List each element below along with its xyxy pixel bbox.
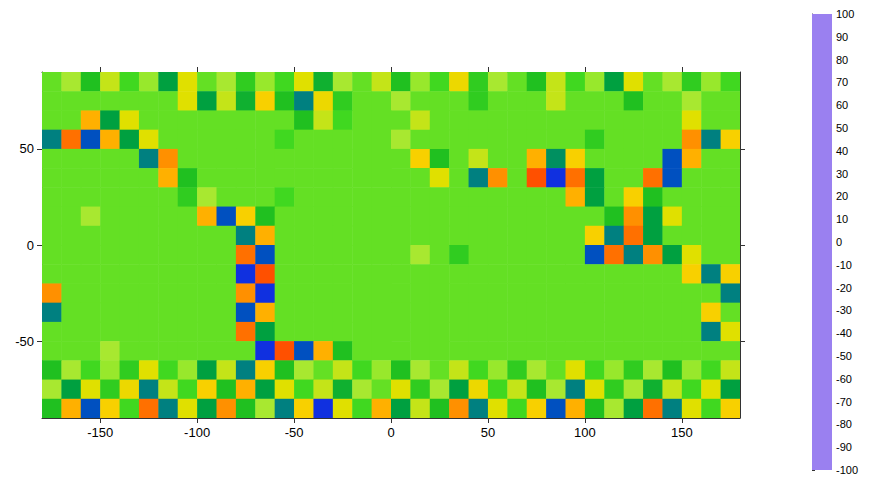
svg-text:50: 50 [20,141,34,156]
svg-text:0: 0 [836,236,842,248]
svg-text:-60: -60 [836,373,852,385]
svg-text:-100: -100 [184,425,210,440]
svg-text:-50: -50 [15,334,34,349]
svg-text:-30: -30 [836,304,852,316]
svg-text:30: 30 [836,168,848,180]
svg-text:-70: -70 [836,396,852,408]
svg-text:0: 0 [27,238,34,253]
svg-text:150: 150 [671,425,693,440]
svg-text:50: 50 [481,425,495,440]
svg-text:80: 80 [836,54,848,66]
svg-text:-150: -150 [87,425,113,440]
svg-text:40: 40 [836,145,848,157]
svg-text:-10: -10 [836,259,852,271]
svg-text:-20: -20 [836,282,852,294]
svg-text:90: 90 [836,31,848,43]
svg-text:60: 60 [836,99,848,111]
svg-text:-50: -50 [836,350,852,362]
svg-text:-80: -80 [836,418,852,430]
svg-text:-90: -90 [836,441,852,453]
svg-text:-50: -50 [285,425,304,440]
svg-text:50: 50 [836,122,848,134]
svg-text:-100: -100 [836,464,858,476]
svg-text:100: 100 [574,425,596,440]
svg-text:20: 20 [836,190,848,202]
svg-text:70: 70 [836,76,848,88]
svg-text:-40: -40 [836,327,852,339]
svg-text:0: 0 [387,425,394,440]
svg-text:10: 10 [836,213,848,225]
svg-text:100: 100 [836,8,854,20]
